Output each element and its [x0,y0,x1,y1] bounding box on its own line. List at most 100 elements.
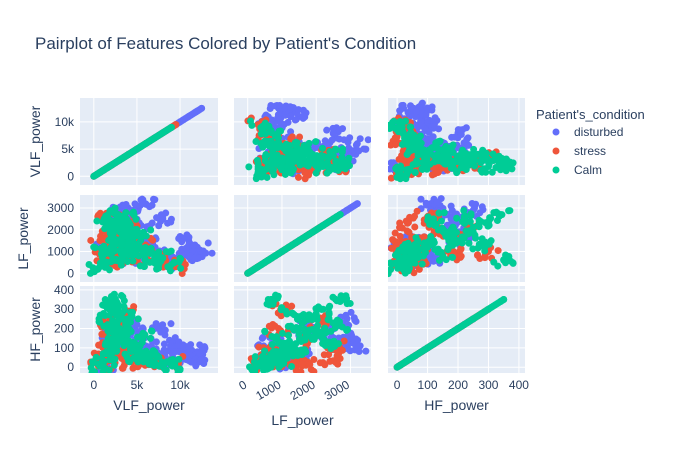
cloud-point-Calm [345,162,353,170]
cloud-point-disturbed [465,141,473,149]
legend-label-stress: stress [574,144,606,158]
markers-group [90,104,206,180]
cloud-point-Calm [90,243,98,251]
cloud-point-Calm [97,244,105,252]
cloud-point-Calm [109,317,117,325]
cloud-point-stress [301,175,309,183]
cloud-point-Calm [404,168,412,176]
cloud-point-Calm [105,301,113,309]
cloud-point-Calm [113,225,121,233]
cloud-point-disturbed [160,340,168,348]
cloud-point-disturbed [339,125,347,133]
y-tick-label: 300 [54,302,74,316]
y-tick-label: 100 [54,341,74,355]
cloud-point-Calm [317,151,325,159]
cloud-point-Calm [250,358,258,366]
cloud-point-stress [294,173,302,181]
cloud-point-disturbed [329,130,337,138]
cloud-point-Calm [397,165,405,173]
cloud-point-Calm [278,329,286,337]
cloud-point-Calm [388,268,392,276]
cloud-point-Calm [401,174,409,182]
cloud-point-stress [476,255,484,263]
cloud-point-Calm [301,325,309,333]
cloud-point-Calm [113,257,121,265]
cloud-point-Calm [138,338,146,346]
cloud-point-Calm [344,326,352,334]
cloud-point-Calm [146,334,154,342]
cloud-point-Calm [460,234,468,242]
y-tick-label: 0 [67,360,74,374]
cloud-point-disturbed [159,214,167,222]
data-point-stress [396,232,404,240]
cloud-point-disturbed [167,218,175,226]
y-tick-label: 1000 [47,245,74,259]
cloud-point-Calm [402,117,410,125]
cloud-point-Calm [101,225,109,233]
cloud-point-Calm [312,138,320,146]
cloud-point-Calm [136,356,144,364]
cloud-point-Calm [434,138,442,146]
cloud-point-disturbed [174,342,182,350]
cloud-point-Calm [325,304,333,312]
cloud-point-disturbed [153,214,161,222]
cloud-point-Calm [470,145,478,153]
cloud-point-stress [296,133,304,141]
cloud-point-Calm [102,258,110,266]
cloud-point-Calm [105,215,113,223]
legend-title: Patient's_condition [536,107,645,122]
cloud-point-Calm [161,359,169,367]
cloud-point-Calm [407,123,415,131]
cloud-point-Calm [268,358,276,366]
cloud-point-Calm [319,340,327,348]
subplot-HF_power-vs-LF_power: 0 1000 2000 3000 [234,286,371,403]
subplot-HF_power-vs-VLF_power: 0 100 200 300 400 0 5k 10k [54,283,218,392]
cloud-point-Calm [127,243,135,251]
cloud-point-Calm [261,328,269,336]
cloud-point-Calm [503,156,511,164]
cloud-point-Calm [117,332,125,340]
cloud-point-disturbed [292,115,300,123]
cloud-point-Calm [141,350,149,358]
cloud-point-Calm [113,347,121,355]
cloud-point-stress [391,141,399,149]
cloud-point-Calm [156,253,164,261]
cloud-point-Calm [409,161,417,169]
y-tick-label: 0 [67,169,74,183]
cloud-point-disturbed [287,113,295,121]
cloud-point-disturbed [412,107,420,115]
cloud-point-stress [389,236,397,244]
cloud-point-Calm [505,252,513,260]
cloud-point-Calm [96,259,104,267]
cloud-point-Calm [275,339,283,347]
subplot-VLF_power-vs-VLF_power: 0 5k 10k [55,98,218,185]
cloud-point-disturbed [189,242,197,250]
cloud-point-Calm [487,237,495,245]
cloud-point-Calm [112,209,120,217]
cloud-point-Calm [269,300,277,308]
cloud-point-Calm [259,356,267,364]
legend-marker-disturbed [552,128,560,136]
markers-group [246,291,370,373]
cloud-point-disturbed [355,348,363,356]
cloud-point-stress [94,211,102,219]
chart-title: Pairplot of Features Colored by Patient'… [35,34,417,53]
cloud-point-disturbed [433,198,441,206]
cloud-point-Calm [257,171,265,179]
cloud-point-disturbed [428,103,436,111]
x-tick-label: 0 [394,378,401,392]
data-point-Calm [118,241,126,249]
cloud-point-Calm [98,360,106,368]
cloud-point-Calm [488,168,496,176]
cloud-point-Calm [277,164,285,172]
cloud-point-Calm [304,315,312,323]
cloud-point-Calm [480,154,488,162]
cloud-point-disturbed [192,362,200,370]
cloud-point-disturbed [208,249,216,257]
cloud-point-disturbed [267,103,275,111]
cloud-point-disturbed [354,147,362,155]
cloud-point-Calm [414,151,422,159]
cloud-point-Calm [405,258,413,266]
cloud-point-Calm [465,151,473,159]
